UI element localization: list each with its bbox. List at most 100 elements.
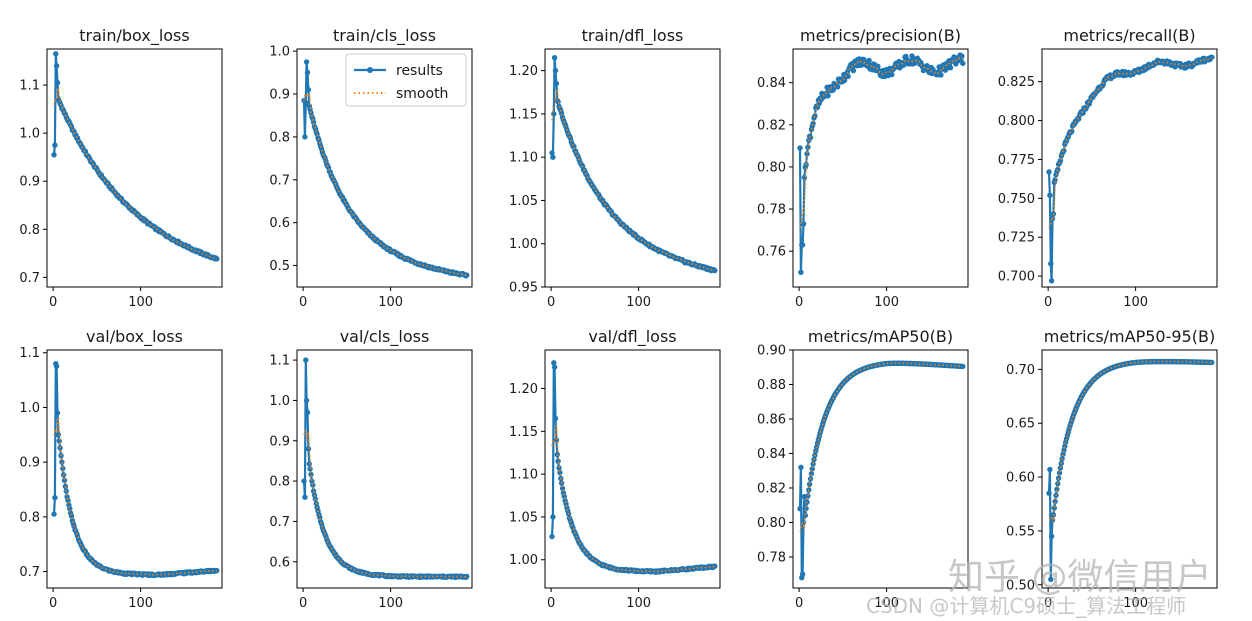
results-point <box>551 360 557 366</box>
results-point <box>1055 475 1062 481</box>
results-point <box>307 466 313 472</box>
x-tick-label: 100 <box>1123 295 1148 310</box>
smooth-line <box>799 57 963 229</box>
x-tick-label: 0 <box>299 596 307 611</box>
y-tick-label: 1.10 <box>509 151 538 166</box>
results-point <box>59 459 65 465</box>
x-tick-label: 100 <box>128 295 153 310</box>
y-tick-label: 0.700 <box>998 270 1035 285</box>
results-point <box>1047 466 1053 473</box>
y-tick-label: 0.6 <box>269 555 290 570</box>
y-tick-label: 1.0 <box>269 394 290 409</box>
y-tick-label: 0.65 <box>1006 417 1035 432</box>
results-point <box>808 471 815 477</box>
y-tick-label: 0.82 <box>757 481 786 496</box>
y-tick-label: 0.9 <box>269 434 290 449</box>
chart-title: val/box_loss <box>86 327 183 347</box>
axes-frame <box>46 349 223 589</box>
results-point <box>802 512 808 519</box>
chart-title: metrics/mAP50(B) <box>808 327 953 346</box>
results-line <box>798 54 964 274</box>
x-tick-label: 0 <box>795 295 803 310</box>
y-tick-label: 0.7 <box>19 271 40 286</box>
results-point <box>302 494 308 500</box>
y-tick-label: 1.20 <box>509 382 538 397</box>
results-point <box>301 478 307 484</box>
results-point <box>806 481 813 487</box>
legend-results-marker <box>367 67 373 73</box>
x-tick-label: 100 <box>874 596 899 611</box>
results-point <box>806 487 812 493</box>
y-tick-label: 0.50 <box>1006 578 1035 593</box>
results-point <box>60 465 66 472</box>
results-point <box>464 272 470 278</box>
smooth-line <box>1048 360 1212 523</box>
y-tick-label: 0.825 <box>998 75 1035 90</box>
chart-panel: metrics/mAP50-95(B) 0 100 0.50 0.55 0.60 0.65 0… <box>1006 327 1218 611</box>
results-point <box>875 63 881 69</box>
results-point <box>889 71 895 78</box>
axes-frame <box>1041 48 1218 288</box>
results-point <box>53 63 60 69</box>
y-tick-label: 0.90 <box>757 344 786 359</box>
results-point <box>557 469 563 476</box>
csdn-watermark: CSDN @计算机C9硕士_算法工程师 <box>866 594 1187 618</box>
results-point <box>1048 261 1054 267</box>
x-tick-label: 100 <box>626 295 651 310</box>
y-tick-label: 1.20 <box>509 64 538 79</box>
results-point <box>947 65 954 71</box>
results-point <box>561 493 567 500</box>
smooth-line <box>53 417 217 576</box>
x-tick-label: 100 <box>874 295 899 310</box>
chart-title: train/dfl_loss <box>582 26 684 46</box>
chart-panel: metrics/precision(B) 0 100 0.76 0.78 0.80 0.82… <box>757 26 969 310</box>
results-point <box>1048 576 1054 583</box>
results-point <box>1051 505 1058 511</box>
results-point <box>866 57 872 64</box>
smooth-line <box>303 430 467 578</box>
x-tick-label: 100 <box>626 596 651 611</box>
results-point <box>1047 192 1053 198</box>
results-point <box>310 482 316 488</box>
results-point <box>65 497 71 504</box>
results-point <box>52 495 58 501</box>
chart-title: val/cls_loss <box>340 327 430 347</box>
results-point <box>1052 498 1058 505</box>
results-point <box>51 152 57 158</box>
results-point <box>799 571 806 577</box>
x-tick-label: 0 <box>795 596 803 611</box>
y-tick-label: 0.5 <box>269 259 290 274</box>
chart-panel: train/dfl_loss 0 100 0.95 1.00 1.05 1.10 1.15 1.… <box>509 26 721 310</box>
results-point <box>1209 54 1215 60</box>
results-point <box>800 221 807 227</box>
y-tick-label: 0.78 <box>757 203 786 218</box>
results-point <box>551 55 558 61</box>
plot-area <box>301 357 470 581</box>
y-tick-label: 0.7 <box>269 173 290 188</box>
results-point <box>861 56 867 63</box>
results-point <box>303 397 310 404</box>
chart-title: metrics/precision(B) <box>800 26 961 45</box>
chart-panel: val/cls_loss 0 100 0.6 0.7 0.8 0.9 1.0 1.1 <box>269 327 473 611</box>
results-point <box>310 119 317 126</box>
results-point <box>304 69 311 76</box>
y-tick-label: 0.9 <box>19 456 40 471</box>
results-point <box>56 438 62 444</box>
smooth-line <box>799 362 963 533</box>
results-point <box>834 84 841 90</box>
plot-area <box>51 361 220 579</box>
y-tick-label: 0.95 <box>509 281 538 296</box>
results-point <box>797 506 803 512</box>
results-point <box>1057 465 1064 471</box>
y-tick-label: 1.0 <box>269 45 290 60</box>
y-tick-label: 0.86 <box>757 412 786 427</box>
y-tick-label: 0.84 <box>757 76 786 91</box>
y-tick-label: 0.88 <box>757 378 786 393</box>
legend-smooth-label: smooth <box>396 86 448 102</box>
results-point <box>1055 166 1061 173</box>
results-point <box>54 410 61 416</box>
y-tick-label: 0.750 <box>998 192 1035 207</box>
x-tick-label: 0 <box>547 295 555 310</box>
results-point <box>308 471 314 478</box>
chart-panel: metrics/recall(B) 0 100 0.700 0.725 0.750 0.77… <box>998 26 1218 310</box>
